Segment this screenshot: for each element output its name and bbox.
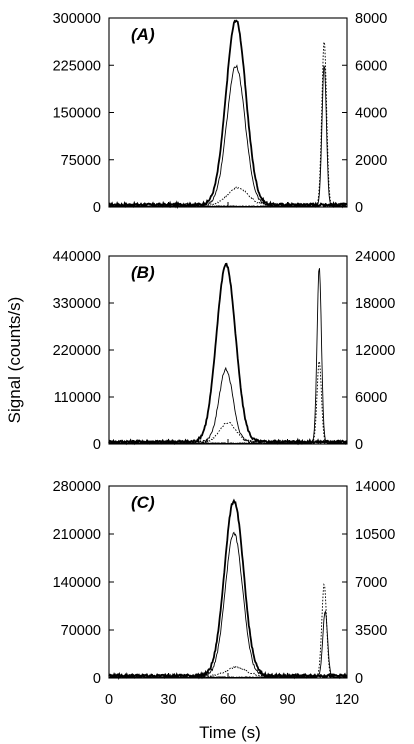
plot-frame <box>108 255 348 445</box>
left-tick-label: 280000 <box>53 479 101 495</box>
signal-trace-dotted <box>109 583 348 679</box>
panel-label: (B) <box>131 263 155 282</box>
signal-trace-solid-thin <box>108 268 348 445</box>
right-tick-label: 2000 <box>355 153 387 169</box>
signal-trace-solid-thin <box>108 609 348 679</box>
left-tick-label: 0 <box>93 671 101 687</box>
right-tick-label: 3500 <box>355 623 387 639</box>
left-tick-label: 440000 <box>53 249 101 265</box>
signal-trace-solid-thin <box>108 64 348 208</box>
signal-trace-dotted <box>108 421 348 444</box>
plot-frame <box>108 485 348 679</box>
signal-trace-dotted <box>108 186 348 207</box>
signal-trace-solid-bold <box>108 498 348 681</box>
right-tick-label: 14000 <box>355 479 395 495</box>
right-tick-label: 4000 <box>355 106 387 122</box>
x-tick-label: 90 <box>279 692 295 708</box>
y-axis-label: Signal (counts/s) <box>5 297 24 424</box>
x-tick-label: 60 <box>220 692 236 708</box>
left-tick-label: 110000 <box>54 390 101 406</box>
left-tick-label: 330000 <box>53 296 101 312</box>
panel-1: 0 75000 150000 225000 300000 0 2000 4000 6000 800… <box>53 11 388 216</box>
left-tick-label: 220000 <box>53 343 101 359</box>
right-tick-label: 0 <box>355 437 363 453</box>
left-tick-label: 0 <box>93 200 101 216</box>
right-tick-label: 7000 <box>355 575 387 591</box>
right-tick-label: 6000 <box>355 390 387 406</box>
left-tick-label: 140000 <box>53 575 101 591</box>
left-tick-label: 75000 <box>61 153 101 169</box>
panels-group: 0 75000 150000 225000 300000 0 2000 4000 6000 800… <box>53 11 396 687</box>
signal-trace-dotted <box>109 359 348 445</box>
signal-trace-solid-bold <box>108 262 348 446</box>
panel-3: 0 70000 140000 210000 280000 0 3500 7000 10500 14… <box>53 479 396 687</box>
signal-trace-solid-thin <box>108 366 348 445</box>
left-tick-label: 300000 <box>53 11 101 27</box>
right-tick-label: 24000 <box>355 249 395 265</box>
left-tick-label: 70000 <box>61 623 101 639</box>
x-tick-label: 120 <box>335 692 359 708</box>
signal-trace-dotted <box>108 665 348 678</box>
right-tick-label: 12000 <box>355 343 395 359</box>
right-tick-label: 6000 <box>355 58 387 74</box>
x-tick-labels: 0 30 60 90 120 <box>105 692 359 708</box>
right-tick-label: 8000 <box>355 11 387 27</box>
right-tick-label: 0 <box>355 200 363 216</box>
panel-label: (A) <box>131 25 155 44</box>
x-axis-label: Time (s) <box>199 723 261 742</box>
x-tick-label: 30 <box>160 692 176 708</box>
panel-label: (C) <box>131 493 155 512</box>
left-tick-label: 210000 <box>53 527 101 543</box>
signal-trace-solid-thin <box>108 65 347 208</box>
right-tick-label: 0 <box>355 671 363 687</box>
left-tick-label: 225000 <box>53 58 101 74</box>
signal-trace-solid-thin <box>108 531 348 679</box>
panel-2: 0 110000 220000 330000 440000 0 6000 12000 18000… <box>53 249 396 453</box>
x-tick-label: 0 <box>105 692 113 708</box>
right-tick-label: 10500 <box>355 527 395 543</box>
right-tick-label: 18000 <box>355 296 395 312</box>
left-tick-label: 0 <box>93 437 101 453</box>
left-tick-label: 150000 <box>53 106 101 122</box>
